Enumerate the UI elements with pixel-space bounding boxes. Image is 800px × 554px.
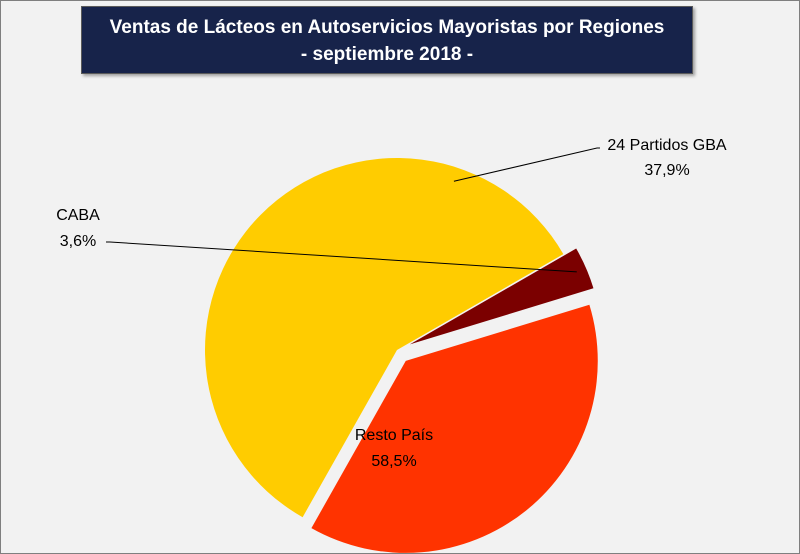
chart-title-box: Ventas de Lácteos en Autoservicios Mayor… xyxy=(81,6,693,74)
slice-resto-pais xyxy=(205,158,564,518)
chart-title: Ventas de Lácteos en Autoservicios Mayor… xyxy=(109,17,665,38)
slice-24-partidos-gba xyxy=(311,304,598,553)
label-resto-value: 58,5% xyxy=(371,453,416,470)
label-resto-name: Resto País xyxy=(355,427,433,444)
leader-line-gba xyxy=(453,147,600,182)
label-caba-value: 3,6% xyxy=(60,233,96,250)
chart-subtitle: - septiembre 2018 - xyxy=(300,44,474,65)
label-gba-value: 37,9% xyxy=(644,162,689,179)
slice-caba xyxy=(409,248,594,345)
leader-line-caba xyxy=(106,241,577,273)
label-gba-name: 24 Partidos GBA xyxy=(607,137,727,154)
label-caba-name: CABA xyxy=(56,207,100,224)
pie-slices xyxy=(205,158,598,553)
leader-lines xyxy=(106,147,600,273)
